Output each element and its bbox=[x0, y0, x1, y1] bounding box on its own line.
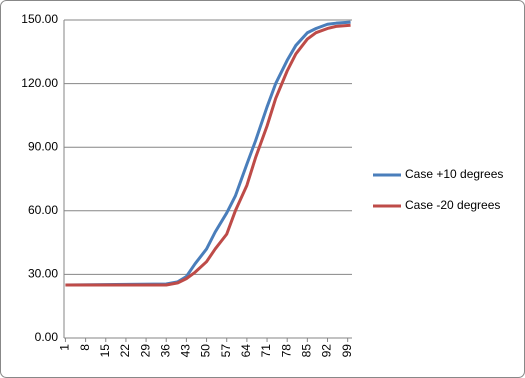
y-tick-label: 30.00 bbox=[28, 267, 58, 281]
y-tick-label: 0.00 bbox=[35, 330, 59, 344]
x-tick-label: 64 bbox=[239, 344, 253, 358]
y-tick-label: 60.00 bbox=[28, 203, 58, 217]
x-tick-label: 85 bbox=[300, 344, 314, 358]
y-tick-label: 120.00 bbox=[21, 76, 58, 90]
y-tick-label: 90.00 bbox=[28, 139, 58, 153]
x-tick-label: 99 bbox=[340, 344, 354, 358]
x-tick-label: 22 bbox=[118, 344, 132, 358]
x-tick-label: 92 bbox=[320, 344, 334, 358]
x-tick-label: 29 bbox=[138, 344, 152, 358]
x-tick-label: 15 bbox=[98, 344, 112, 358]
y-tick-label: 150.00 bbox=[21, 12, 58, 26]
x-tick-label: 8 bbox=[78, 344, 92, 351]
x-tick-label: 71 bbox=[259, 344, 273, 358]
x-tick-label: 57 bbox=[219, 344, 233, 358]
x-tick-label: 43 bbox=[179, 344, 193, 358]
x-tick-label: 1 bbox=[58, 344, 72, 351]
line-series bbox=[65, 23, 351, 287]
legend-label: Case -20 degrees bbox=[405, 198, 500, 212]
legend-label: Case +10 degrees bbox=[405, 167, 503, 181]
x-tick-label: 78 bbox=[279, 344, 293, 358]
line-series bbox=[65, 20, 351, 287]
x-tick-label: 50 bbox=[199, 344, 213, 358]
x-tick-label: 36 bbox=[158, 344, 172, 358]
